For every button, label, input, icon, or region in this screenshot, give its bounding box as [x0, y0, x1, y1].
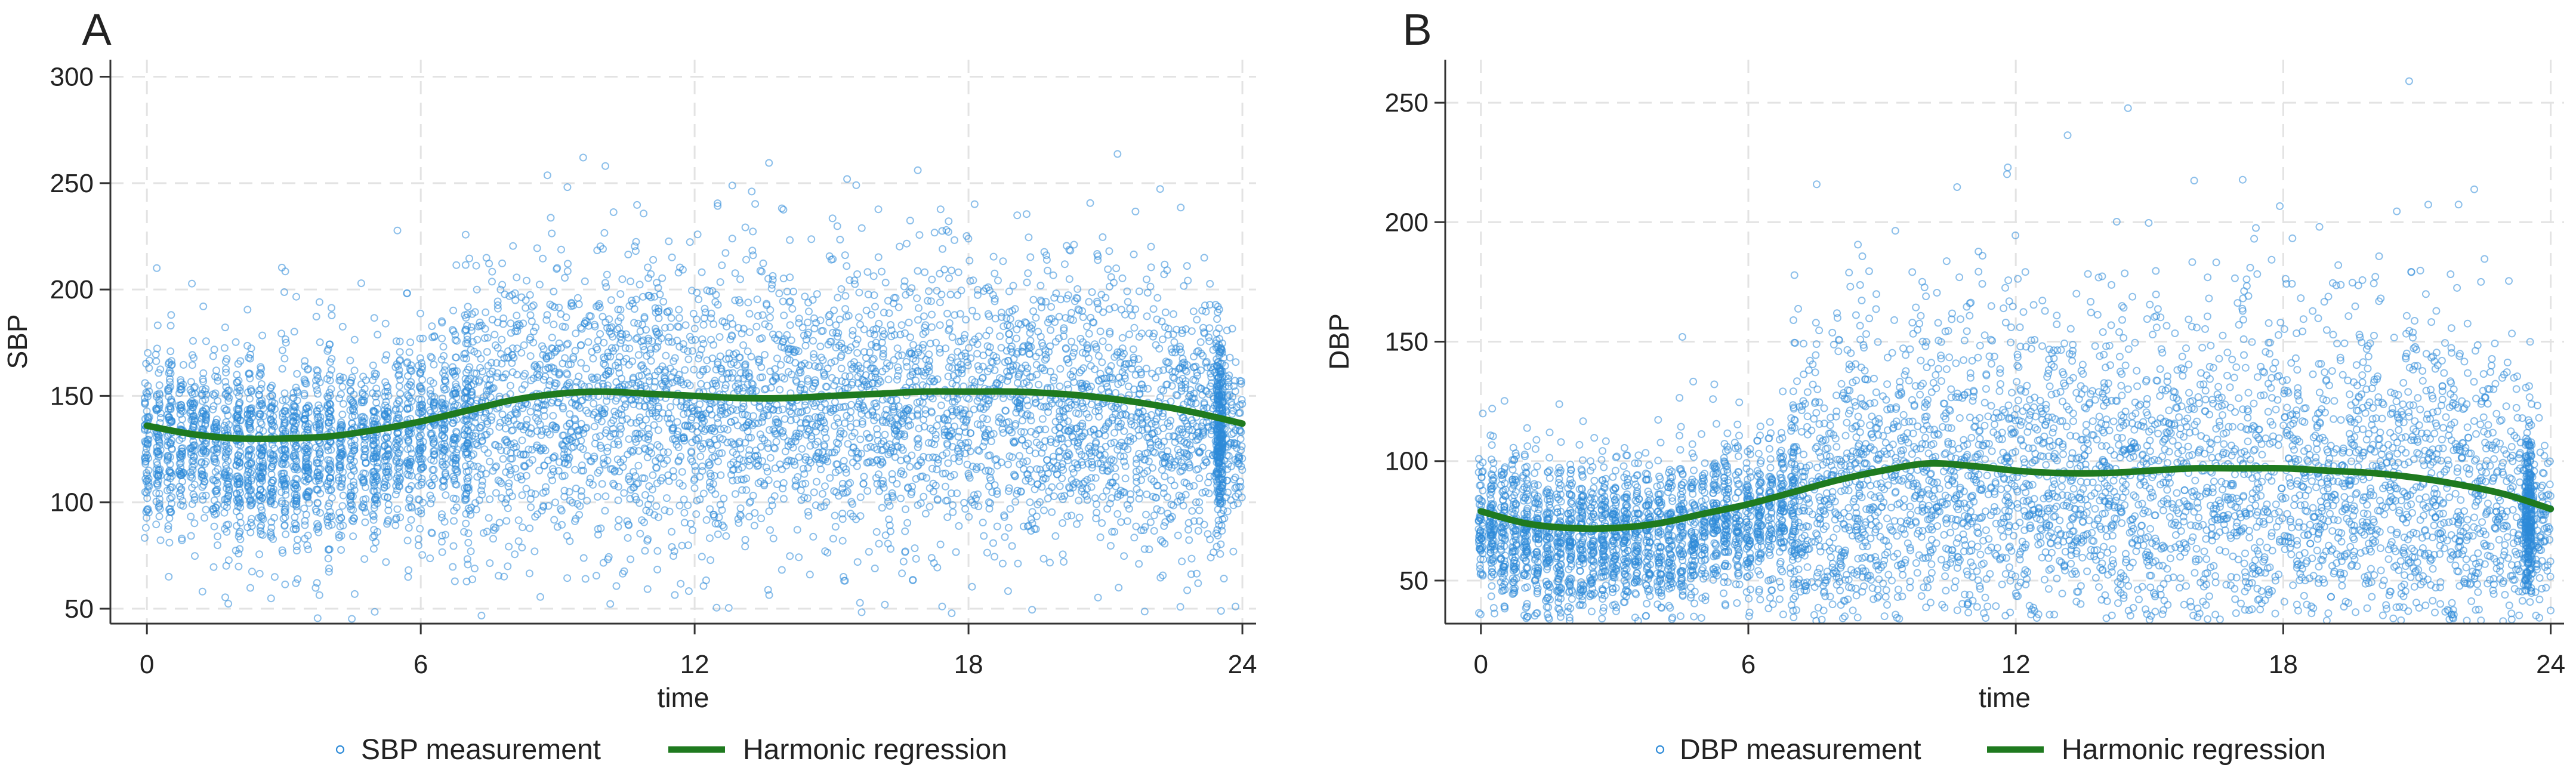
scatter-points [140, 150, 1247, 623]
data-point [243, 306, 252, 314]
data-point [754, 312, 762, 320]
data-point [1005, 484, 1013, 492]
data-point [1199, 418, 1207, 427]
data-point [894, 366, 903, 375]
data-point [988, 488, 997, 497]
data-point [464, 303, 472, 311]
data-point [442, 491, 450, 500]
data-point [1143, 275, 1150, 283]
data-point [596, 303, 604, 312]
data-point [921, 510, 930, 518]
data-point [280, 354, 289, 363]
data-point [1184, 276, 1192, 285]
data-point [505, 542, 513, 551]
data-point [1069, 349, 1078, 357]
data-point [392, 337, 400, 346]
data-point [1135, 560, 1143, 568]
data-point [1047, 326, 1055, 334]
data-point [736, 275, 744, 283]
data-point [141, 523, 150, 532]
data-point [714, 530, 722, 538]
data-point [979, 414, 987, 423]
data-point [1133, 478, 1141, 486]
data-point [630, 319, 638, 327]
data-point [1147, 263, 1155, 272]
data-point [898, 569, 906, 578]
data-point [1116, 359, 1124, 367]
data-point [1178, 326, 1186, 334]
data-point [592, 572, 600, 580]
data-point [821, 482, 829, 491]
data-point [649, 471, 657, 479]
data-point [766, 454, 775, 462]
data-point [641, 491, 649, 499]
data-point [944, 372, 952, 381]
data-point [188, 279, 196, 288]
data-point [419, 334, 427, 343]
data-point [631, 242, 639, 251]
data-point [654, 426, 662, 434]
data-point [625, 344, 634, 353]
data-point [1060, 260, 1069, 269]
data-point [968, 307, 976, 314]
data-point [896, 242, 904, 251]
data-point [890, 356, 898, 364]
data-point [885, 309, 893, 317]
data-point [786, 236, 794, 244]
data-point [1025, 446, 1034, 455]
data-point [1099, 233, 1107, 241]
data-point [744, 347, 752, 356]
data-point [246, 584, 254, 592]
data-point [348, 615, 356, 623]
data-point [405, 523, 413, 532]
data-point [526, 408, 535, 416]
data-point [282, 411, 290, 419]
data-point [688, 347, 696, 355]
data-point [884, 498, 892, 506]
data-point [664, 448, 672, 457]
data-point [1026, 253, 1035, 261]
data-point [769, 534, 778, 542]
data-point [888, 470, 896, 478]
data-point [757, 443, 765, 451]
data-point [255, 386, 263, 394]
panel-label: A [82, 5, 112, 54]
data-point [1052, 289, 1060, 298]
data-point [1050, 373, 1058, 381]
